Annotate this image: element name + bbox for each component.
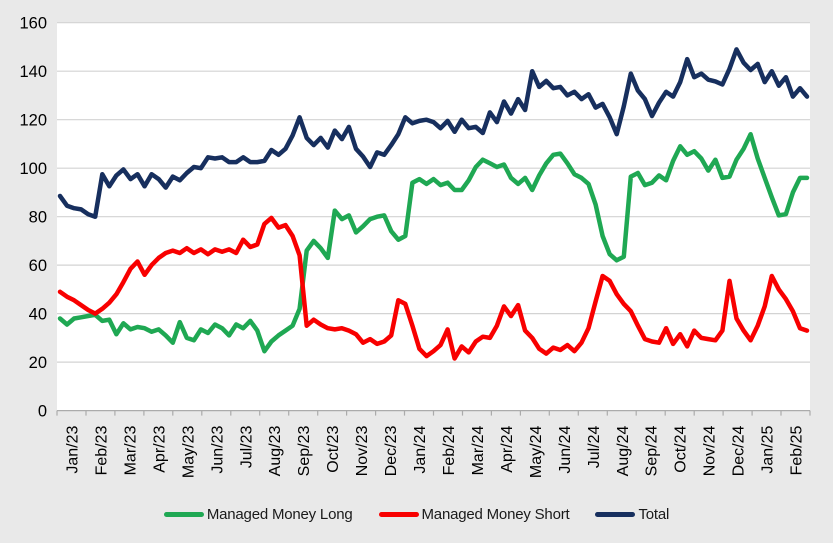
x-axis-tick-label: Feb/23 [93,425,110,475]
x-axis-tick-label: May/24 [528,425,545,478]
x-axis-tick-label: May/23 [180,425,197,478]
y-axis-tick-label: 100 [19,160,47,178]
legend-item-total: Total [595,506,669,523]
legend-label: Managed Money Long [206,505,353,523]
x-axis-tick-label: Jul/24 [586,426,603,469]
series-line-total [57,47,810,219]
legend-item-managed-money-short: Managed Money Short [378,505,570,523]
x-axis-tick-label: Sep/24 [644,426,661,477]
x-axis-tick-label: Jan/24 [412,426,429,474]
legend-label: Total [638,505,670,523]
x-axis-tick-label: Jan/23 [65,426,82,474]
legend-swatch [595,511,636,517]
y-axis-tick-label: 80 [29,209,47,227]
x-axis-tick-label: Apr/23 [151,425,168,472]
x-axis-tick-label: Jul/23 [238,426,255,469]
x-axis-tick-label: Feb/25 [789,425,806,475]
x-axis-tick-label: Jun/24 [557,426,574,474]
x-axis-tick-label: Apr/24 [499,425,516,472]
x-axis-tick-label: Jun/23 [209,426,226,474]
x-axis-tick-label: Nov/23 [354,426,371,477]
x-axis-tick-label: Oct/24 [673,426,690,473]
y-axis-tick-label: 40 [29,306,47,324]
y-axis-tick-label: 120 [19,112,47,130]
x-axis-tick-label: Aug/23 [267,426,284,477]
x-axis-tick-label: Oct/23 [325,426,342,473]
y-axis-tick-label: 20 [29,354,47,372]
x-axis-tick-label: Mar/24 [470,425,487,475]
legend-swatch [378,511,419,517]
x-axis-tick-label: Nov/24 [702,426,719,477]
x-axis-tick-label: Sep/23 [296,426,313,477]
series-line-managed-money-long [57,131,810,354]
x-axis-tick-label: Dec/24 [731,426,748,477]
x-axis-tick-label: Feb/24 [441,425,458,475]
legend-swatch [163,511,204,517]
series-line-managed-money-short [57,215,810,361]
legend-label: Managed Money Short [421,505,570,523]
legend-item-managed-money-long: Managed Money Long [163,505,353,523]
x-axis-tick-label: Dec/23 [383,426,400,477]
y-axis-tick-label: 160 [19,15,47,33]
y-axis-tick-label: 60 [29,257,47,275]
y-axis-tick-label: 140 [19,63,47,81]
chart-legend: Managed Money Long Managed Money Short T… [0,500,833,528]
x-axis-tick-label: Jan/25 [760,426,777,474]
x-axis-tick-label: Aug/24 [615,426,632,477]
y-axis-tick-label: 0 [38,403,47,421]
x-axis-tick-label: Mar/23 [122,425,139,475]
